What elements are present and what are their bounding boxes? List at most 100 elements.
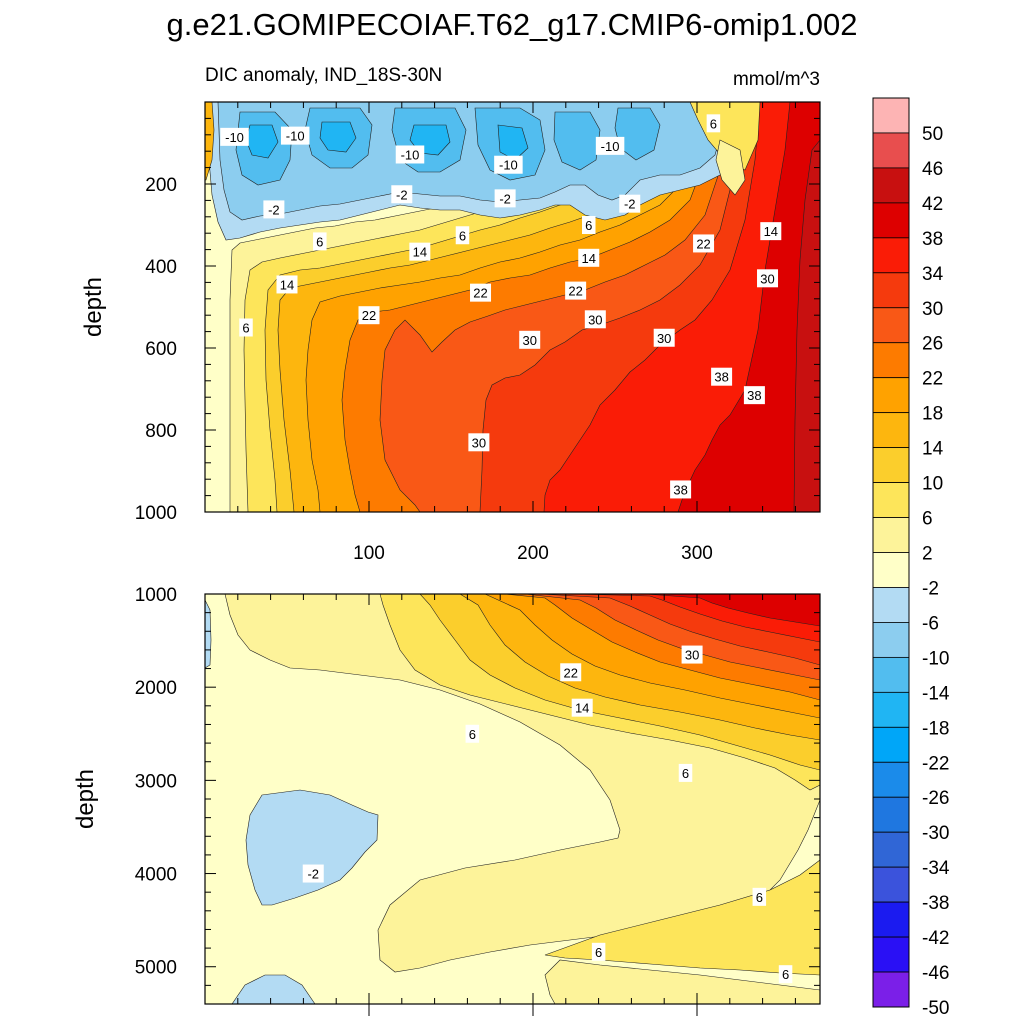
lower-axis-ticks [205, 593, 820, 1016]
colorbar-label: -38 [922, 893, 949, 914]
contour-label: 6 [706, 114, 721, 133]
colorbar-label: -10 [922, 648, 949, 669]
contour-label: 6 [778, 965, 793, 984]
colorbar-label: -50 [922, 998, 949, 1019]
contour-label: 22 [470, 283, 492, 302]
colorbar-swatch [872, 517, 910, 553]
contour-label: 6 [591, 942, 606, 961]
colorbar-swatch [872, 552, 910, 588]
contour-label-box [591, 942, 606, 961]
colorbar-label: -46 [922, 963, 949, 984]
contour-label-box [571, 698, 593, 717]
contour-label: 6 [239, 318, 253, 337]
upper-x-tick-labels: 100 200 300 [353, 543, 713, 564]
contour-label-text: 6 [469, 727, 476, 742]
contour-label-text: 22 [563, 665, 577, 680]
contour-label-text: 14 [575, 701, 589, 716]
figure-title: g.e21.GOMIPECOIAF.T62_g17.CMIP6-omip1.00… [167, 7, 858, 42]
contour-label-text: 6 [682, 766, 689, 781]
lower-contour-labels: 30 22 14 6 6 -2 6 6 6 [302, 645, 793, 984]
colorbar-swatch [872, 272, 910, 309]
contour-label-box [778, 965, 793, 984]
contour-label-box [678, 763, 693, 782]
contour-label-text: 22 [473, 286, 487, 301]
contour-label: 22 [358, 306, 380, 325]
contour-label: 14 [571, 698, 593, 717]
y-tick-label: 800 [145, 421, 177, 442]
contour-label-text: 22 [362, 308, 376, 323]
contour-label-text: 6 [782, 967, 789, 982]
contour-label-box [595, 136, 625, 155]
colorbar-label: 50 [922, 124, 943, 145]
contour-label: -10 [280, 126, 310, 145]
contour-label-text: -10 [286, 129, 305, 144]
x-tick-label: 200 [517, 543, 549, 564]
contour-label-text: 6 [710, 116, 717, 131]
contour-label-text: 6 [242, 321, 249, 336]
contour-label-box [757, 269, 779, 288]
contour-label-text: 14 [582, 251, 596, 266]
y-tick-label: 400 [145, 257, 177, 278]
y-tick-label: 600 [145, 339, 177, 360]
contour-label: 14 [409, 242, 431, 261]
colorbar-swatch [872, 726, 910, 763]
contour-label-text: 6 [756, 890, 763, 905]
contour-fill-lm14 [614, 107, 661, 161]
colorbar-label: -6 [922, 613, 939, 634]
contour-label: -10 [220, 127, 249, 146]
contour-label-text: 30 [522, 333, 536, 348]
x-tick-label: 100 [353, 543, 385, 564]
colorbar-swatch [872, 377, 910, 414]
contour-label-box [711, 367, 733, 386]
contour-label: 22 [560, 663, 582, 682]
y-tick-label: 200 [145, 175, 177, 196]
contour-label: -10 [494, 155, 523, 174]
contour-label-box [584, 310, 606, 329]
contour-label-text: -10 [499, 158, 518, 173]
upper-contour-labels: -10 -10 -10 -10 -10 6 -2 -2 -2 -2 6 6 6 14 14 14 22 14 22 2… [220, 114, 782, 499]
contour-label: 6 [455, 226, 470, 245]
contour-label: 22 [565, 281, 587, 300]
contour-label-text: 30 [760, 271, 774, 286]
contour-label: 6 [752, 887, 767, 906]
contour-label-box [468, 433, 490, 452]
contour-label-text: 6 [585, 218, 592, 233]
contour-label-text: 38 [673, 482, 687, 497]
contour-fill-lm6 [205, 599, 212, 669]
contour-label-box [276, 275, 298, 294]
contour-label-text: 14 [280, 277, 294, 292]
colorbar: 50 46 42 38 34 30 26 22 18 14 10 6 2 -2 -6 -10 -14 -18 -22… [872, 97, 950, 1019]
contour-label-box [409, 242, 431, 261]
contour-label: -2 [391, 185, 413, 204]
colorbar-label: 6 [922, 509, 933, 530]
y-tick-label: 2000 [135, 678, 177, 699]
contour-label-text: -2 [396, 187, 408, 202]
contour-label-box [743, 386, 765, 405]
contour-label-box [239, 318, 253, 337]
colorbar-swatch [872, 412, 910, 449]
contour-label-box [578, 248, 600, 267]
colorbar-swatch [872, 691, 910, 728]
contour-label-text: -2 [499, 191, 511, 206]
contour-label-box [519, 330, 541, 349]
contour-label: 6 [465, 724, 480, 743]
colorbar-label: -42 [922, 928, 949, 949]
contour-label: 6 [582, 216, 596, 234]
contour-label-text: -10 [601, 139, 620, 154]
colorbar-swatch [872, 656, 910, 693]
contour-label-text: 30 [685, 648, 699, 663]
contour-fill-l38 [644, 594, 820, 627]
upper-axis-ticks [205, 101, 820, 513]
lower-panel: 1000 2000 3000 4000 5000 30 22 14 6 6 -2 6 6 6 depth [72, 585, 821, 1016]
colorbar-swatch [872, 307, 910, 344]
colorbar-swatch [872, 447, 910, 483]
contour-fill-lm18 [319, 121, 357, 153]
contour-label: 30 [584, 310, 606, 329]
colorbar-label: -2 [922, 578, 939, 599]
contour-label-text: 30 [472, 435, 486, 450]
contour-label-box [494, 189, 516, 208]
contour-label: 22 [693, 234, 715, 253]
upper-y-axis-label: depth [80, 277, 107, 337]
contour-label-text: 30 [657, 331, 671, 346]
